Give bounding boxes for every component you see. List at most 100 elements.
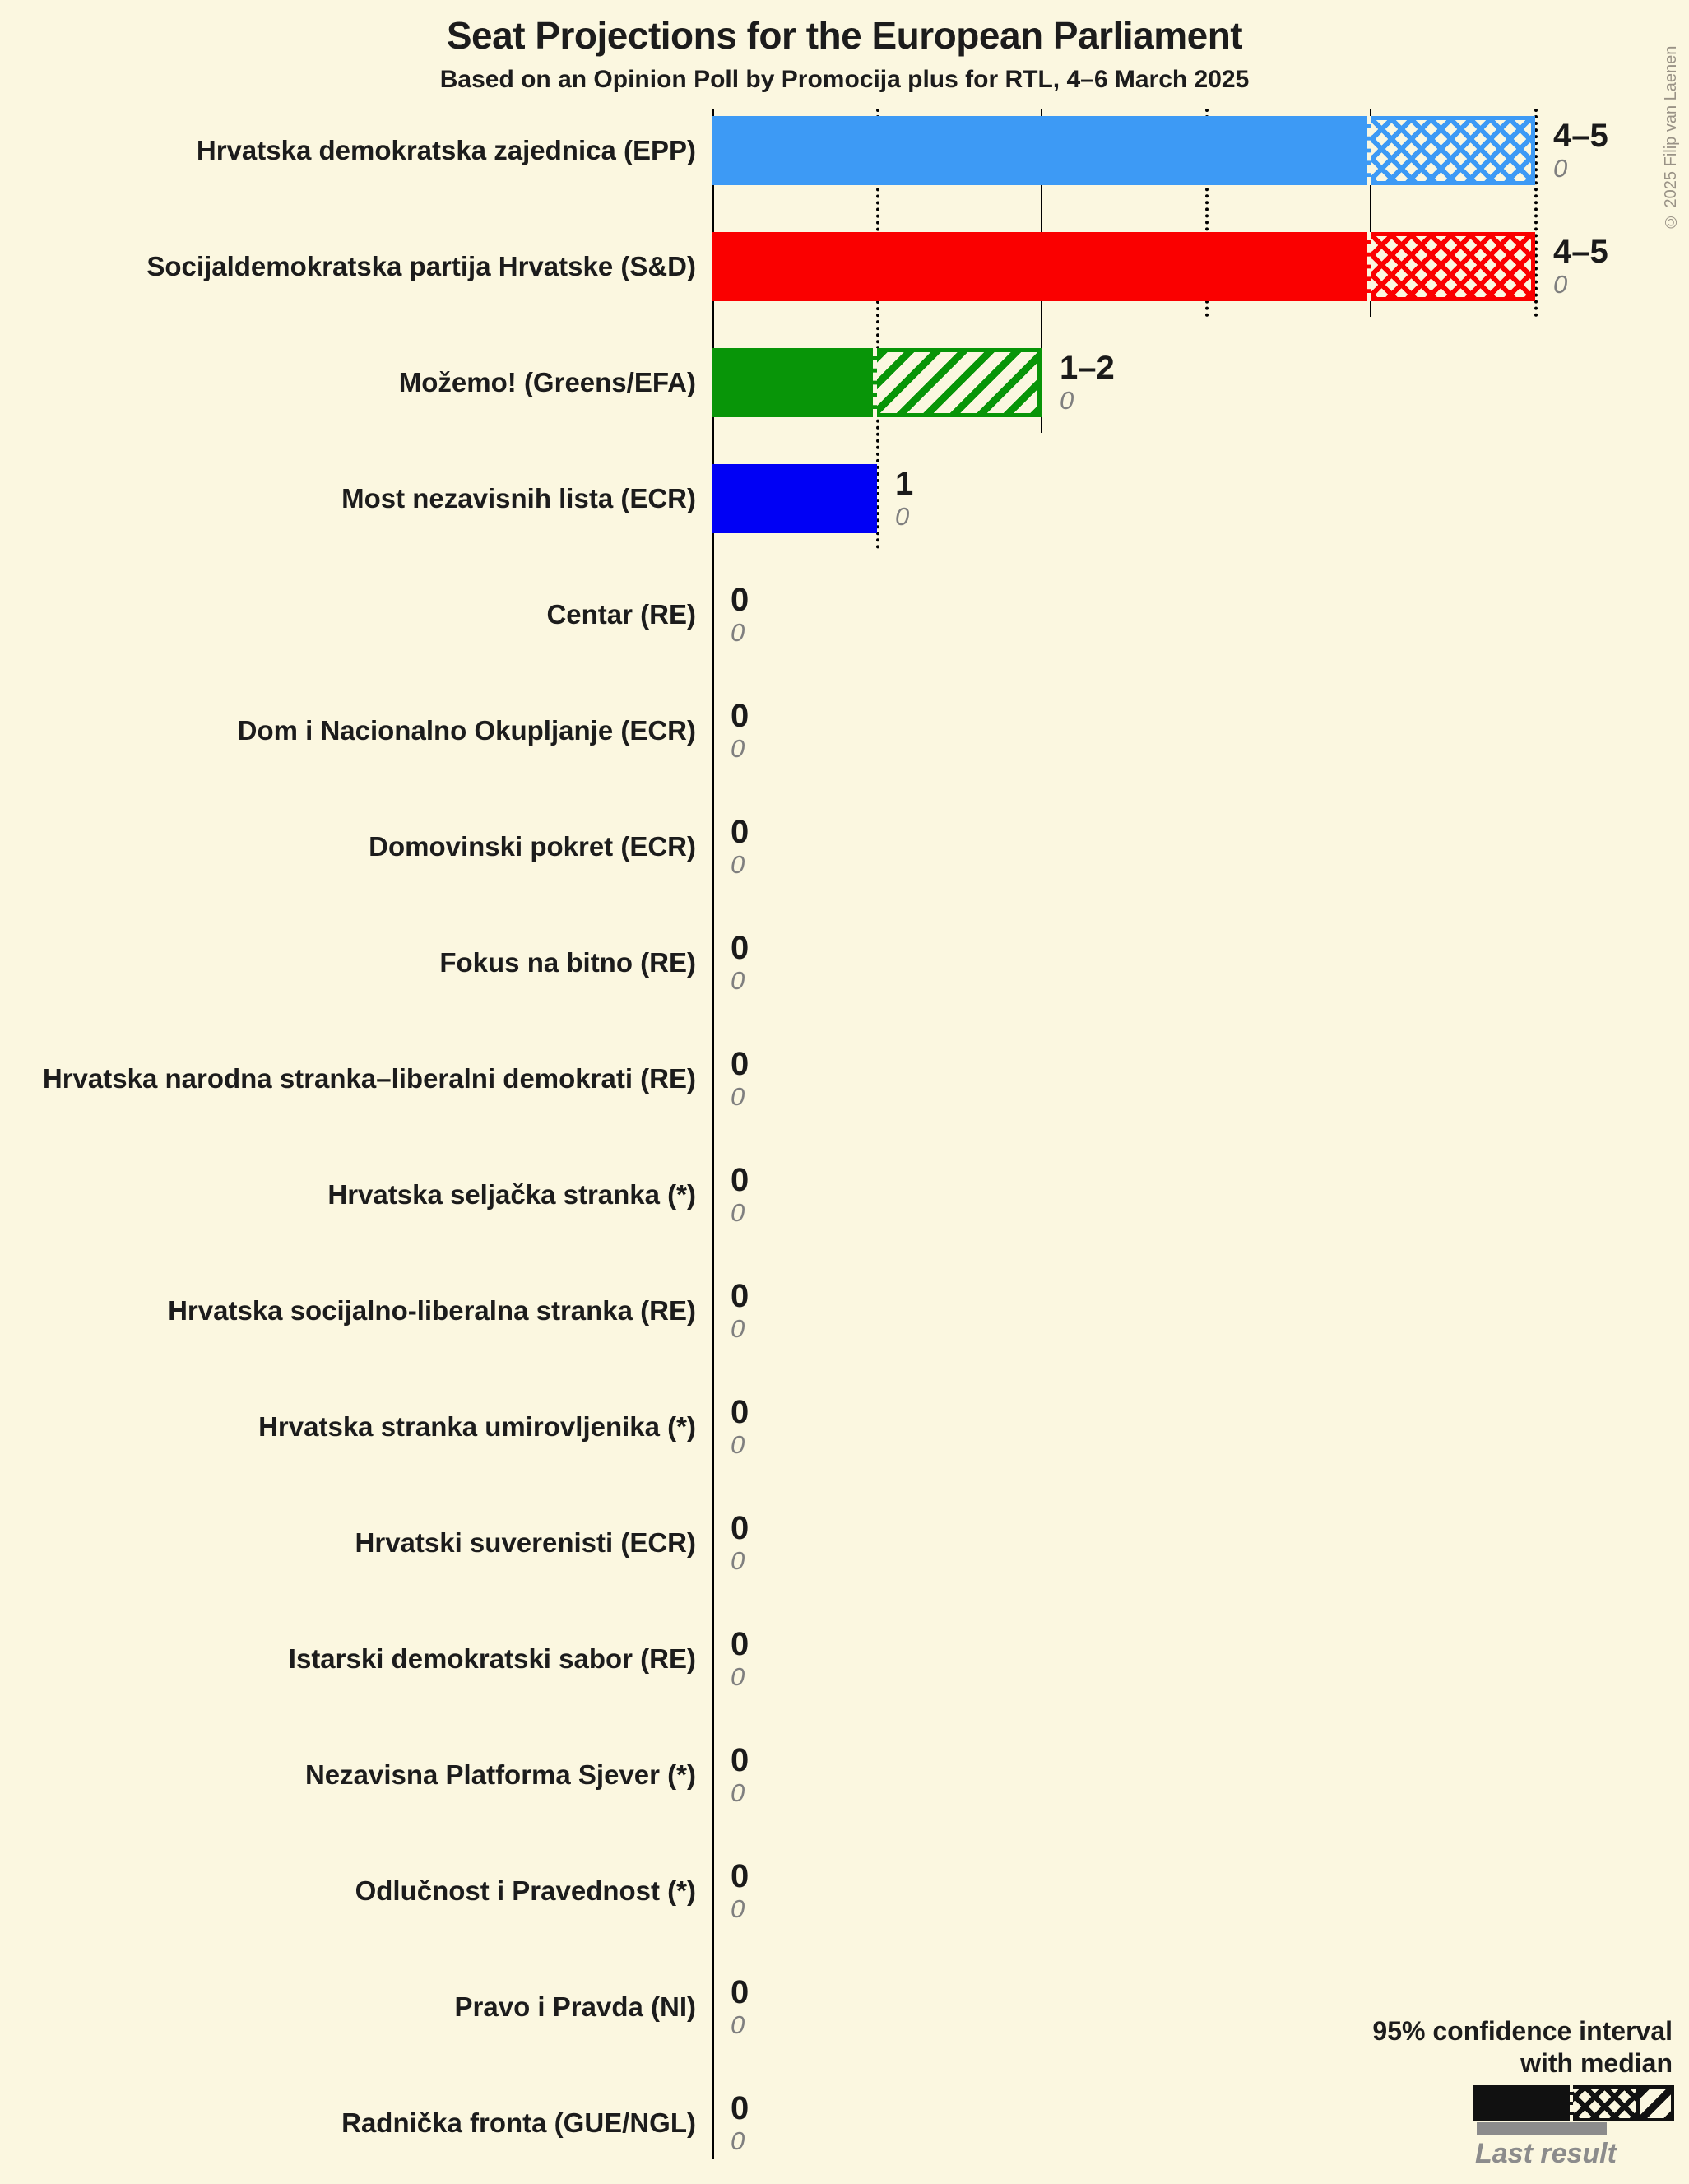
bar-solid-segment	[712, 348, 877, 417]
last-result-value: 0	[731, 1662, 745, 1692]
party-row: Hrvatska demokratska zajednica (EPP) 4–5…	[0, 116, 1689, 185]
last-result-value: 0	[731, 966, 745, 996]
seat-projection-value: 4–5	[1553, 234, 1608, 271]
bar-solid-segment	[712, 232, 1371, 301]
last-result-value: 0	[731, 734, 745, 764]
seat-projection-value: 0	[731, 1974, 749, 2011]
chart-subtitle: Based on an Opinion Poll by Promocija pl…	[439, 66, 1250, 93]
value-block: 4–5 0	[1553, 116, 1608, 185]
value-block: 0 0	[731, 696, 749, 765]
seat-projection-value: 0	[731, 698, 749, 735]
value-block: 0 0	[731, 1624, 749, 1694]
seat-projection-value: 1–2	[1060, 350, 1115, 387]
legend-last-result-bar	[1477, 2122, 1607, 2135]
party-label: Hrvatska seljačka stranka (*)	[327, 1179, 696, 1210]
value-block: 0 0	[731, 1160, 749, 1229]
party-row: Radnička fronta (GUE/NGL) 0 0	[0, 2089, 1689, 2158]
last-result-value: 0	[1060, 386, 1074, 416]
legend-caption-line2: with median	[1520, 2048, 1673, 2078]
party-label: Hrvatska stranka umirovljenika (*)	[258, 1411, 696, 1442]
value-block: 0 0	[731, 928, 749, 997]
value-block: 0 0	[731, 1740, 749, 1810]
party-row: Pravo i Pravda (NI) 0 0	[0, 1973, 1689, 2042]
median-dash-line	[873, 348, 877, 417]
last-result-value: 0	[731, 1546, 745, 1576]
gridline-seat-5	[1534, 109, 1538, 317]
gridline-seat-1	[876, 109, 879, 549]
value-block: 1 0	[895, 464, 913, 533]
party-label: Nezavisna Platforma Sjever (*)	[304, 1759, 696, 1790]
last-result-value: 0	[731, 2126, 745, 2156]
seat-projection-value: 0	[731, 1162, 749, 1199]
party-row: Istarski demokratski sabor (RE) 0 0	[0, 1624, 1689, 1694]
seat-projection-value: 0	[731, 1394, 749, 1431]
median-dash-line	[1367, 116, 1371, 185]
party-row: Most nezavisnih lista (ECR) 1 0	[0, 464, 1689, 533]
seat-projection-value: 4–5	[1553, 118, 1608, 155]
seat-projection-value: 0	[731, 1626, 749, 1663]
seat-projection-value: 1	[895, 466, 914, 503]
median-dash-line	[1367, 232, 1371, 301]
value-block: 0 0	[731, 1856, 749, 1926]
party-label: Most nezavisnih lista (ECR)	[341, 483, 696, 513]
value-block: 1–2 0	[1060, 348, 1115, 417]
party-row: Hrvatski suverenisti (ECR) 0 0	[0, 1508, 1689, 1578]
party-row: Domovinski pokret (ECR) 0 0	[0, 812, 1689, 881]
party-label: Hrvatska narodna stranka–liberalni demok…	[42, 1063, 696, 1094]
last-result-value: 0	[731, 618, 745, 648]
seat-projection-value: 0	[731, 582, 749, 619]
bar-ci-hatch-segment	[877, 348, 1042, 417]
legend-crosshatch-segment	[1573, 2085, 1640, 2121]
value-block: 0 0	[731, 580, 749, 649]
legend-last-result-label: Last result	[1475, 2138, 1617, 2169]
party-row: Hrvatska stranka umirovljenika (*) 0 0	[0, 1392, 1689, 1461]
party-row: Fokus na bitno (RE) 0 0	[0, 928, 1689, 997]
party-label: Fokus na bitno (RE)	[439, 947, 696, 978]
gridline-seat-3	[1205, 109, 1209, 317]
seat-projection-value: 0	[731, 1858, 749, 1895]
party-label: Možemo! (Greens/EFA)	[398, 367, 696, 397]
last-result-value: 0	[731, 1430, 745, 1460]
bar-ci-hatch-segment	[1371, 232, 1535, 301]
seat-projection-value: 0	[731, 814, 749, 851]
party-label: Centar (RE)	[546, 599, 696, 630]
party-row: Dom i Nacionalno Okupljanje (ECR) 0 0	[0, 696, 1689, 765]
value-block: 0 0	[731, 812, 749, 881]
party-label: Istarski demokratski sabor (RE)	[288, 1643, 696, 1674]
value-block: 0 0	[731, 1392, 749, 1461]
value-block: 0 0	[731, 1044, 749, 1113]
party-row: Centar (RE) 0 0	[0, 580, 1689, 649]
value-block: 0 0	[731, 1276, 749, 1345]
value-block: 0 0	[731, 1508, 749, 1578]
party-label: Radnička fronta (GUE/NGL)	[341, 2107, 696, 2138]
value-block: 0 0	[731, 2089, 749, 2158]
last-result-value: 0	[1553, 270, 1568, 300]
value-block: 4–5 0	[1553, 232, 1608, 301]
bar-ci-hatch-segment	[1371, 116, 1535, 185]
last-result-value: 0	[731, 1082, 745, 1112]
party-row: Hrvatska socijalno-liberalna stranka (RE…	[0, 1276, 1689, 1345]
party-label: Dom i Nacionalno Okupljanje (ECR)	[237, 715, 696, 746]
seat-projection-value: 0	[731, 1510, 749, 1547]
last-result-value: 0	[731, 1198, 745, 1228]
value-block: 0 0	[731, 1973, 749, 2042]
legend-caption-line1: 95% confidence interval	[1372, 2016, 1673, 2046]
party-label: Hrvatska socijalno-liberalna stranka (RE…	[168, 1295, 696, 1326]
chart-title: Seat Projections for the European Parlia…	[446, 14, 1243, 57]
party-row: Hrvatska narodna stranka–liberalni demok…	[0, 1044, 1689, 1113]
party-row: Socijaldemokratska partija Hrvatske (S&D…	[0, 232, 1689, 301]
party-row: Možemo! (Greens/EFA) 1–2 0	[0, 348, 1689, 417]
party-label: Domovinski pokret (ECR)	[369, 831, 696, 862]
last-result-value: 0	[731, 1778, 745, 1808]
party-row: Odlučnost i Pravednost (*) 0 0	[0, 1856, 1689, 1926]
party-label: Hrvatska demokratska zajednica (EPP)	[196, 135, 696, 165]
last-result-value: 0	[731, 2010, 745, 2040]
seat-projection-value: 0	[731, 930, 749, 967]
party-label: Pravo i Pravda (NI)	[454, 1991, 696, 2022]
party-label: Hrvatski suverenisti (ECR)	[355, 1527, 696, 1558]
party-row: Hrvatska seljačka stranka (*) 0 0	[0, 1160, 1689, 1229]
seat-projection-value: 0	[731, 1742, 749, 1779]
last-result-value: 0	[731, 1314, 745, 1344]
legend-ci-sample-bar	[1473, 2085, 1674, 2121]
